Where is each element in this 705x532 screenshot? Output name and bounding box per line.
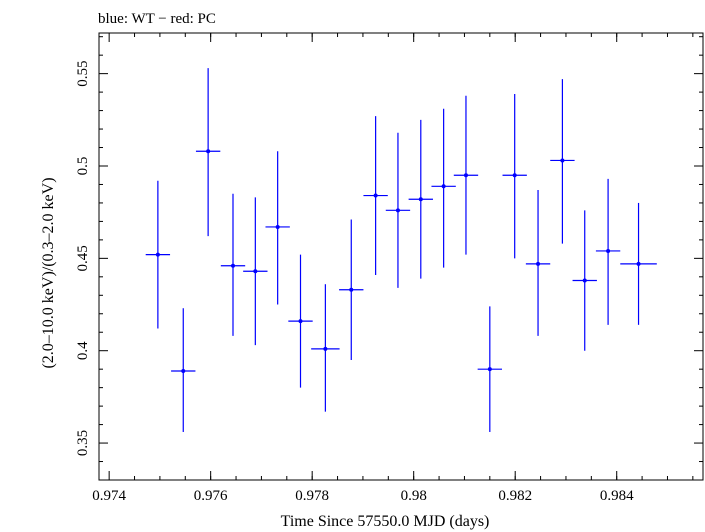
x-tick-label: 0.984 <box>600 488 634 504</box>
point-marker <box>487 367 492 372</box>
data-point <box>339 219 364 360</box>
data-point <box>550 79 575 244</box>
data-point <box>502 93 527 259</box>
y-tick-label: 0.45 <box>75 245 91 271</box>
data-point <box>453 95 479 255</box>
x-tick-label: 0.982 <box>498 488 532 504</box>
x-tick-label: 0.976 <box>194 488 228 504</box>
data-series <box>145 68 657 432</box>
data-point <box>171 308 196 432</box>
point-marker <box>560 158 565 163</box>
point-marker <box>536 261 541 266</box>
y-axis-label: (2.0–10.0 keV)/(0.3–2.0 keV) <box>40 177 57 368</box>
point-marker <box>181 369 186 374</box>
point-marker <box>155 252 160 257</box>
point-marker <box>323 346 328 351</box>
point-marker <box>349 287 354 292</box>
point-marker <box>373 193 378 198</box>
data-point <box>385 132 411 288</box>
plot-area <box>98 32 704 481</box>
plot-frame <box>98 32 704 481</box>
data-point <box>288 254 313 388</box>
data-point <box>220 193 246 336</box>
data-point <box>363 116 388 275</box>
data-point <box>477 306 503 432</box>
data-point <box>620 202 657 325</box>
point-marker <box>230 263 235 268</box>
y-tick-label: 0.4 <box>75 341 91 360</box>
y-tick-label: 0.35 <box>75 430 91 456</box>
point-marker <box>636 261 641 266</box>
point-marker <box>275 224 280 229</box>
data-point <box>195 68 221 237</box>
data-point <box>525 190 551 336</box>
x-axis: 0.974 0.976 0.978 0.98 0.982 0.984 <box>92 33 694 504</box>
point-marker <box>582 278 587 283</box>
data-point <box>265 151 290 305</box>
x-axis-label: Time Since 57550.0 MJD (days) <box>281 513 490 530</box>
point-marker <box>418 197 423 202</box>
point-marker <box>441 184 446 189</box>
data-point <box>311 284 340 412</box>
chart-title: blue: WT − red: PC <box>98 11 216 27</box>
y-tick-label: 0.5 <box>75 157 91 176</box>
point-marker <box>606 248 611 253</box>
data-point <box>572 210 597 351</box>
data-point <box>408 119 433 279</box>
point-marker <box>395 208 400 213</box>
point-marker <box>253 269 258 274</box>
y-tick-label: 0.55 <box>75 61 91 87</box>
point-marker <box>463 173 468 178</box>
x-tick-label: 0.974 <box>92 488 126 504</box>
point-marker <box>298 319 303 324</box>
data-point <box>595 178 621 325</box>
x-tick-label: 0.978 <box>295 488 329 504</box>
data-point <box>243 197 268 346</box>
data-point <box>431 108 456 268</box>
y-axis: 0.35 0.4 0.45 0.5 0.55 <box>75 36 703 463</box>
point-marker <box>206 149 211 154</box>
point-marker <box>512 173 517 178</box>
data-point <box>145 180 171 329</box>
x-tick-label: 0.98 <box>401 488 427 504</box>
